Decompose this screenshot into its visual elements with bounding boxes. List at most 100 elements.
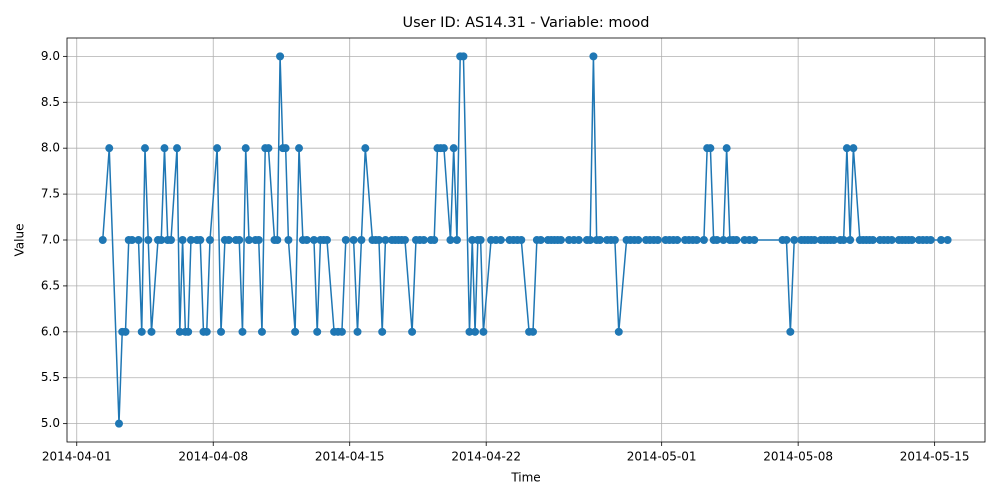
marker	[465, 327, 474, 336]
marker	[907, 236, 916, 244]
marker	[381, 236, 390, 244]
marker	[202, 327, 211, 336]
marker	[459, 52, 468, 61]
y-tick-label: 5.5	[41, 370, 60, 384]
chart-title: User ID: AS14.31 - Variable: mood	[403, 15, 650, 31]
marker	[127, 236, 136, 244]
y-tick-label: 7.5	[41, 187, 60, 201]
marker	[309, 236, 318, 244]
marker	[264, 144, 273, 153]
marker	[839, 236, 848, 244]
marker	[586, 236, 595, 244]
marker	[353, 327, 362, 336]
marker	[361, 144, 370, 153]
marker	[105, 144, 114, 153]
marker	[98, 236, 107, 244]
marker	[408, 327, 417, 336]
marker	[452, 236, 461, 244]
x-tick-label: 2014-05-08	[763, 450, 833, 464]
marker	[842, 144, 851, 153]
marker	[589, 52, 598, 61]
marker	[313, 327, 322, 336]
marker	[257, 327, 266, 336]
marker	[556, 236, 565, 244]
marker	[574, 236, 583, 244]
y-axis-label: Value	[13, 224, 27, 257]
y-tick-label: 6.5	[41, 278, 60, 292]
marker	[341, 236, 350, 244]
y-tick-label: 6.0	[41, 324, 60, 338]
marker	[378, 327, 387, 336]
marker	[114, 419, 123, 428]
marker	[281, 144, 290, 153]
marker	[357, 236, 366, 244]
marker	[144, 236, 153, 244]
marker	[496, 236, 505, 244]
marker	[284, 236, 293, 244]
marker	[157, 236, 166, 244]
marker	[217, 327, 226, 336]
marker	[273, 236, 282, 244]
x-tick-label: 2014-04-22	[451, 450, 521, 464]
y-tick-label: 8.0	[41, 141, 60, 155]
marker	[213, 144, 222, 153]
marker	[868, 236, 877, 244]
marker	[528, 327, 537, 336]
marker	[430, 236, 439, 244]
marker	[137, 327, 146, 336]
marker	[205, 236, 214, 244]
marker	[750, 236, 759, 244]
y-tick-label: 8.5	[41, 95, 60, 109]
marker	[302, 236, 311, 244]
marker	[887, 236, 896, 244]
marker	[186, 236, 195, 244]
y-tick-label: 7.0	[41, 233, 60, 247]
axes-frame	[66, 37, 986, 443]
marker	[175, 327, 184, 336]
marker	[184, 327, 193, 336]
marker	[810, 236, 819, 244]
marker	[719, 236, 728, 244]
marker	[178, 236, 187, 244]
x-tick-label: 2014-04-15	[315, 450, 385, 464]
marker	[295, 144, 304, 153]
marker	[160, 144, 169, 153]
marker	[634, 236, 643, 244]
marker	[196, 236, 205, 244]
marker	[943, 236, 952, 244]
marker	[653, 236, 662, 244]
marker	[595, 236, 604, 244]
marker	[121, 327, 130, 336]
marker	[349, 236, 358, 244]
marker	[692, 236, 701, 244]
marker	[937, 236, 946, 244]
x-tick-label: 2014-05-15	[900, 450, 970, 464]
marker	[173, 144, 182, 153]
x-tick-label: 2014-04-08	[178, 450, 248, 464]
x-axis-label: Time	[510, 471, 540, 485]
y-tick-label: 9.0	[41, 49, 60, 63]
marker	[337, 327, 346, 336]
marker	[374, 236, 383, 244]
marker	[722, 144, 731, 153]
marker	[400, 236, 409, 244]
marker	[476, 236, 485, 244]
marker	[786, 327, 795, 336]
marker	[439, 144, 448, 153]
marker	[673, 236, 682, 244]
marker	[134, 236, 143, 244]
marker	[536, 236, 545, 244]
x-tick-label: 2014-05-01	[627, 450, 697, 464]
marker	[699, 236, 708, 244]
marker	[291, 327, 300, 336]
marker	[322, 236, 331, 244]
marker	[782, 236, 791, 244]
x-tick-label: 2014-04-01	[42, 450, 112, 464]
marker	[706, 144, 715, 153]
marker	[829, 236, 838, 244]
marker	[479, 327, 488, 336]
marker	[244, 236, 253, 244]
marker	[235, 236, 244, 244]
marker	[276, 52, 285, 61]
